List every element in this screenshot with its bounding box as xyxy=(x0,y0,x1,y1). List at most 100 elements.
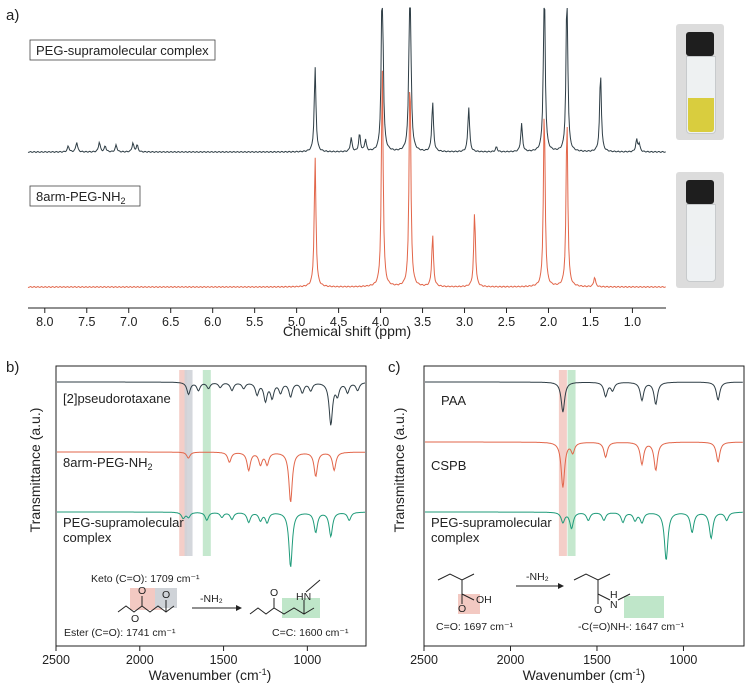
clear-solution xyxy=(688,246,714,280)
c-label-complex: PEG-supramolecular xyxy=(431,515,552,530)
vial-cap xyxy=(686,180,714,204)
c-co-annotation: C=O: 1697 cm⁻¹ xyxy=(436,621,514,633)
b-keto-highlight xyxy=(155,588,177,608)
ftir-tick-label: 2500 xyxy=(42,653,70,667)
ftir-series-2 xyxy=(425,511,743,560)
c-amide-annotation: -C(=O)NH-: 1647 cm⁻¹ xyxy=(578,621,685,633)
nmr-tick-label: 6.5 xyxy=(162,315,179,329)
ftir-series-1 xyxy=(425,441,743,488)
c-amide-highlight xyxy=(624,596,664,618)
nmr-tick-label: 4.5 xyxy=(330,315,347,329)
b-label-pseudorotaxane: [2]pseudorotaxane xyxy=(63,391,171,406)
b-ester-annotation: Ester (C=O): 1741 cm⁻¹ xyxy=(64,627,176,639)
nmr-series-1 xyxy=(27,70,666,289)
nmr-tick-label: 7.5 xyxy=(78,315,95,329)
ftir-series-2 xyxy=(57,511,365,567)
nmr-axis: 8.0 7.5 7.0 6.5 6.0 5.5 5.0 4.5 4.0 3.5 3.0 2.5 2.0 1… xyxy=(28,307,666,329)
nmr-tick-label: 1.0 xyxy=(624,315,641,329)
b-product-structure xyxy=(249,607,315,615)
nmr-spectra xyxy=(27,7,666,289)
b-ester-highlight xyxy=(130,588,162,610)
nmr-tick-label: 3.5 xyxy=(414,315,431,329)
c-o-label-2: O xyxy=(594,604,602,616)
nmr-tick-label: 1.5 xyxy=(582,315,599,329)
b-xlabel: Wavenumber (cm-1) xyxy=(149,667,272,683)
nmr-tick-label: 5.5 xyxy=(246,315,263,329)
legend-box-peg-complex xyxy=(29,39,216,61)
highlight-band xyxy=(567,370,576,556)
c-label-complex-2: complex xyxy=(431,530,480,545)
b-label-complex-2: complex xyxy=(63,530,112,545)
c-frame xyxy=(423,365,745,647)
b-reagent-label: -NH₂ xyxy=(200,593,223,605)
b-keto-annotation: Keto (C=O): 1709 cm⁻¹ xyxy=(91,573,200,585)
legend-8arm: 8arm-PEG-NH2 xyxy=(36,189,126,206)
ftir-series-0 xyxy=(57,381,366,426)
ftir-tick-label: 2000 xyxy=(497,653,525,667)
b-ylabel: Transmittance (a.u.) xyxy=(27,408,43,533)
ftir-tick-label: 1500 xyxy=(583,653,611,667)
b-hn-label: HN xyxy=(296,591,311,603)
b-frame xyxy=(55,365,367,647)
ftir-b-spectra xyxy=(57,381,366,567)
c-product-structure xyxy=(573,573,611,581)
vial-cap xyxy=(686,32,714,56)
c-reactant-structure xyxy=(437,573,475,581)
b-o-label-3: O xyxy=(131,613,139,625)
c-o-label-1: O xyxy=(458,603,466,615)
nmr-xlabel: Chemical shift (ppm) xyxy=(283,323,411,339)
yellow-solution xyxy=(688,98,714,132)
c-h-label: H xyxy=(610,589,618,601)
b-cc-highlight xyxy=(282,598,320,618)
nmr-tick-label: 2.0 xyxy=(540,315,557,329)
highlight-band xyxy=(558,370,567,556)
highlight-band xyxy=(202,370,211,556)
b-cc-annotation: C=C: 1600 cm⁻¹ xyxy=(272,627,349,639)
highlight-band xyxy=(179,370,188,556)
nmr-tick-label: 6.0 xyxy=(204,315,221,329)
c-x-ticks: 2500 2000 1500 1000 xyxy=(410,646,697,667)
c-n-label: N xyxy=(610,599,618,611)
b-o-label-2: O xyxy=(162,589,170,601)
b-o-label-4: O xyxy=(270,587,278,599)
c-label-cspb: CSPB xyxy=(431,458,466,473)
panel-b-label: b) xyxy=(6,359,19,376)
panel-c-label: c) xyxy=(388,359,401,376)
c-acid-highlight xyxy=(458,594,480,614)
ftir-tick-label: 1000 xyxy=(670,653,698,667)
highlight-band xyxy=(184,370,193,556)
ftir-tick-label: 1500 xyxy=(210,653,238,667)
ftir-series-0 xyxy=(425,381,743,413)
legend-box-8arm xyxy=(29,185,141,207)
c-oh-label: OH xyxy=(476,594,492,606)
nmr-tick-label: 8.0 xyxy=(36,315,53,329)
b-o-label-1: O xyxy=(138,585,146,597)
c-reagent-label: -NH₂ xyxy=(526,571,549,583)
nmr-tick-label: 7.0 xyxy=(120,315,137,329)
c-xlabel: Wavenumber (cm-1) xyxy=(523,667,646,683)
b-reactant-structure xyxy=(117,605,175,613)
nmr-tick-label: 5.0 xyxy=(288,315,305,329)
ftir-series-1 xyxy=(57,451,365,503)
ftir-tick-label: 2500 xyxy=(410,653,438,667)
c-highlight-bands xyxy=(558,370,576,556)
vial-image-clear xyxy=(676,172,724,288)
nmr-series-0 xyxy=(27,7,666,154)
nmr-tick-label: 4.0 xyxy=(372,315,389,329)
ftir-tick-label: 2000 xyxy=(126,653,154,667)
c-ylabel: Transmittance (a.u.) xyxy=(391,408,407,533)
b-reaction-scheme: Keto (C=O): 1709 cm⁻¹ O O O Ester (C=O):… xyxy=(64,573,349,639)
b-label-complex: PEG-supramolecular xyxy=(63,515,184,530)
b-x-ticks: 2500 2000 1500 1000 xyxy=(42,646,321,667)
ftir-c-spectra xyxy=(425,381,743,560)
b-highlight-bands xyxy=(179,370,211,556)
nmr-tick-label: 2.5 xyxy=(498,315,515,329)
c-reaction-scheme: O OH C=O: 1697 cm⁻¹ -NH₂ O H N -C(=O)NH-… xyxy=(436,571,685,633)
ftir-tick-label: 1000 xyxy=(293,653,321,667)
legend-peg-complex: PEG-supramolecular complex xyxy=(36,43,209,58)
vial-image-yellow xyxy=(676,24,724,140)
panel-a-label: a) xyxy=(6,7,19,24)
nmr-tick-label: 3.0 xyxy=(456,315,473,329)
c-label-paa: PAA xyxy=(441,393,466,408)
